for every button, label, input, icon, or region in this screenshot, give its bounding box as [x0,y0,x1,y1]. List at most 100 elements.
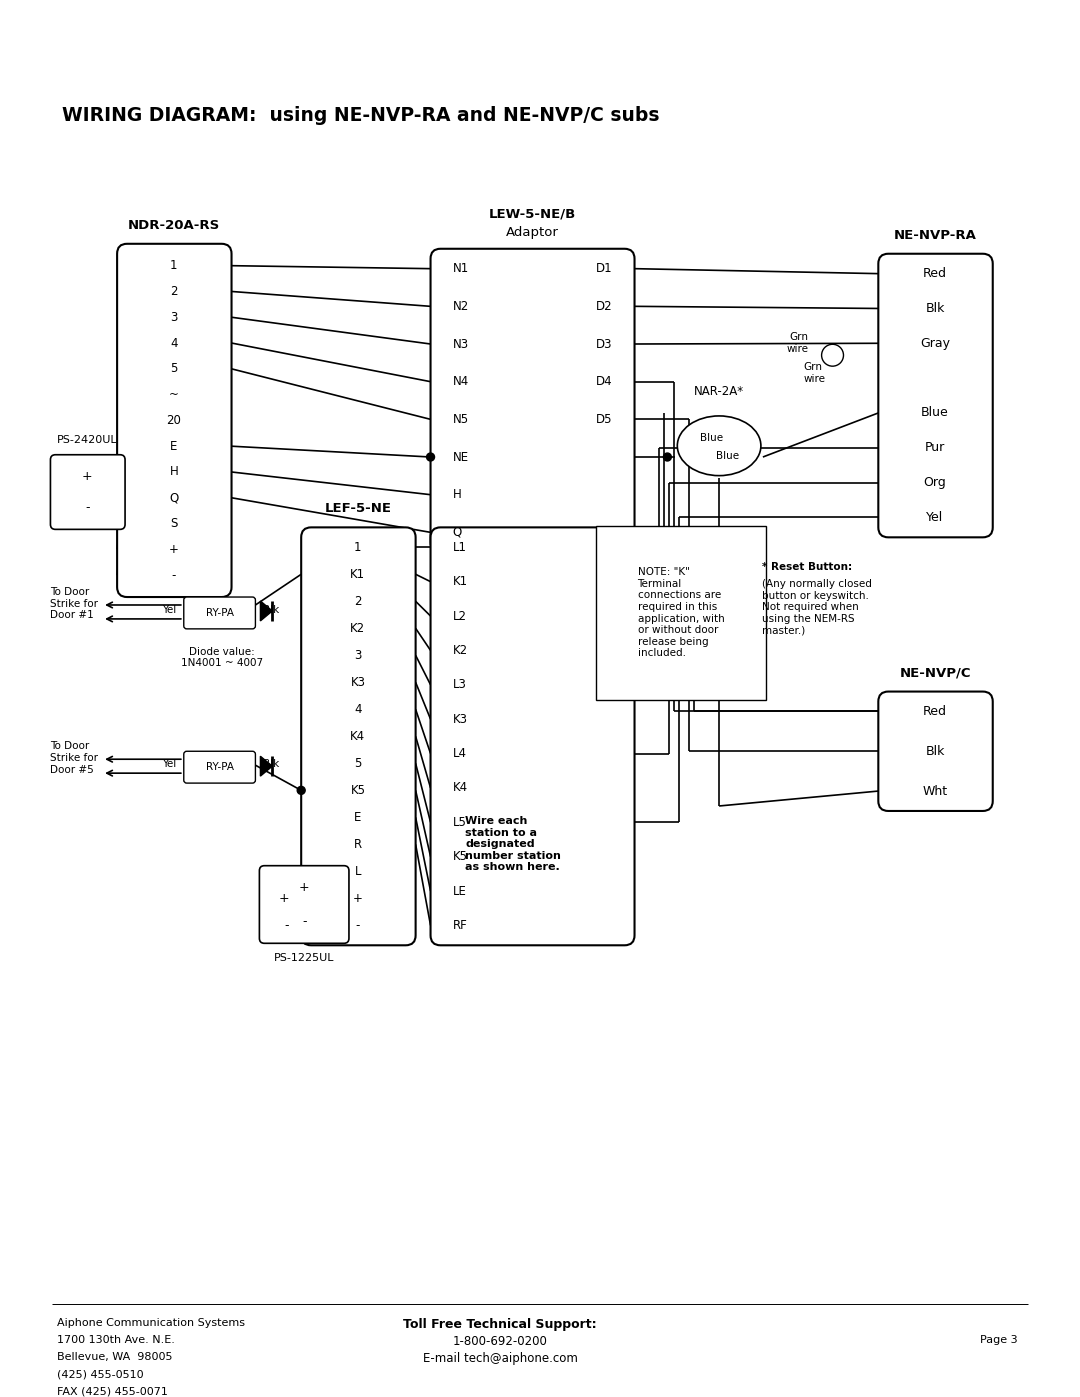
Text: +: + [299,882,310,894]
Text: NOTE: "K"
Terminal
connections are
required in this
application, with
or without: NOTE: "K" Terminal connections are requi… [637,567,725,658]
Text: +: + [279,891,289,905]
Text: RY-PA: RY-PA [205,763,233,773]
Text: E: E [354,810,362,824]
Text: Blk: Blk [264,605,280,615]
Text: Org: Org [923,476,946,489]
FancyBboxPatch shape [431,528,635,946]
Text: 2: 2 [170,285,177,298]
Text: K4: K4 [453,781,468,795]
Text: 20: 20 [166,414,181,427]
Circle shape [663,453,672,461]
Text: LEF-5-NE: LEF-5-NE [324,503,391,515]
Text: NE-NVP-RA: NE-NVP-RA [893,229,976,242]
Text: -: - [172,569,176,581]
Text: Diode value:
1N4001 ~ 4007: Diode value: 1N4001 ~ 4007 [180,647,262,668]
Text: 1: 1 [170,260,177,272]
Text: Pur: Pur [924,441,945,454]
Text: Yel: Yel [927,511,944,524]
Ellipse shape [822,344,843,366]
Text: -: - [285,919,289,932]
Text: Yel: Yel [162,759,176,770]
Text: LEW-5-NE/B: LEW-5-NE/B [488,208,576,221]
Text: RF: RF [453,919,468,932]
FancyBboxPatch shape [878,254,993,538]
Ellipse shape [677,416,761,475]
Text: To Door
Strike for
Door #1: To Door Strike for Door #1 [51,587,98,620]
Text: LE: LE [453,884,467,897]
Text: D3: D3 [596,338,612,351]
Text: K2: K2 [453,644,468,657]
Text: N3: N3 [453,338,469,351]
Text: NAR-2A*: NAR-2A* [694,386,744,398]
Text: RY-PA: RY-PA [205,608,233,617]
FancyBboxPatch shape [431,249,635,552]
Text: NDR-20A-RS: NDR-20A-RS [127,219,220,232]
Circle shape [297,787,306,795]
FancyBboxPatch shape [878,692,993,812]
Text: -: - [302,915,307,928]
Text: Blue: Blue [700,433,723,443]
Text: 1-800-692-0200: 1-800-692-0200 [453,1336,548,1348]
Polygon shape [260,601,272,620]
Text: H: H [453,488,461,502]
Text: NE: NE [453,450,469,464]
Text: FAX (425) 455-0071: FAX (425) 455-0071 [57,1386,168,1396]
FancyBboxPatch shape [184,752,255,784]
Text: 4: 4 [354,703,362,715]
Text: Q: Q [170,492,178,504]
Text: N1: N1 [453,263,469,275]
Text: D5: D5 [596,414,612,426]
Text: Toll Free Technical Support:: Toll Free Technical Support: [404,1319,597,1331]
Text: E: E [171,440,177,453]
Text: L1: L1 [453,541,467,553]
Text: D2: D2 [596,300,612,313]
Text: 5: 5 [354,757,362,770]
Text: WIRING DIAGRAM:  using NE-NVP-RA and NE-NVP/C subs: WIRING DIAGRAM: using NE-NVP-RA and NE-N… [63,106,660,126]
Text: N2: N2 [453,300,469,313]
Text: K2: K2 [350,622,365,634]
Text: L: L [354,865,361,877]
Text: NE-NVP/C: NE-NVP/C [900,666,971,679]
FancyBboxPatch shape [301,528,416,946]
Text: PS-2420UL: PS-2420UL [57,434,118,444]
Text: K5: K5 [453,851,468,863]
Text: Blue: Blue [921,407,949,419]
Text: 3: 3 [171,310,177,324]
Text: 1700 130th Ave. N.E.: 1700 130th Ave. N.E. [57,1336,175,1345]
Text: K5: K5 [350,784,365,796]
Text: Adaptor: Adaptor [505,226,558,239]
Text: Bellevue, WA  98005: Bellevue, WA 98005 [57,1352,173,1362]
Text: Aiphone Communication Systems: Aiphone Communication Systems [57,1319,245,1329]
Text: (Any normally closed
button or keyswitch.
Not required when
using the NEM-RS
mas: (Any normally closed button or keyswitch… [761,580,872,636]
Text: N4: N4 [453,376,469,388]
Text: Grn
wire: Grn wire [804,362,826,384]
FancyBboxPatch shape [259,866,349,943]
Text: Page 3: Page 3 [980,1336,1017,1345]
FancyBboxPatch shape [184,597,255,629]
FancyBboxPatch shape [117,244,231,597]
Circle shape [427,453,434,461]
Text: -: - [355,919,360,932]
Text: Blk: Blk [264,759,280,770]
FancyBboxPatch shape [51,455,125,529]
Polygon shape [260,756,272,777]
Text: Wire each
station to a
designated
number station
as shown here.: Wire each station to a designated number… [465,816,562,872]
Text: D1: D1 [596,263,612,275]
Text: To Door
Strike for
Door #5: To Door Strike for Door #5 [51,742,98,774]
Text: K3: K3 [453,712,468,725]
Text: H: H [170,465,178,479]
Text: N5: N5 [453,414,469,426]
Text: 3: 3 [354,648,362,662]
Text: +: + [168,543,179,556]
Text: Q: Q [453,525,461,539]
Text: Wht: Wht [922,785,947,798]
Text: (425) 455-0510: (425) 455-0510 [57,1369,144,1379]
Text: -: - [85,502,90,514]
Text: R: R [354,838,362,851]
Text: +: + [82,471,93,483]
Text: L3: L3 [453,679,467,692]
Text: 2: 2 [354,595,362,608]
Text: Yel: Yel [162,605,176,615]
Text: L4: L4 [453,747,467,760]
Text: L2: L2 [453,609,467,623]
